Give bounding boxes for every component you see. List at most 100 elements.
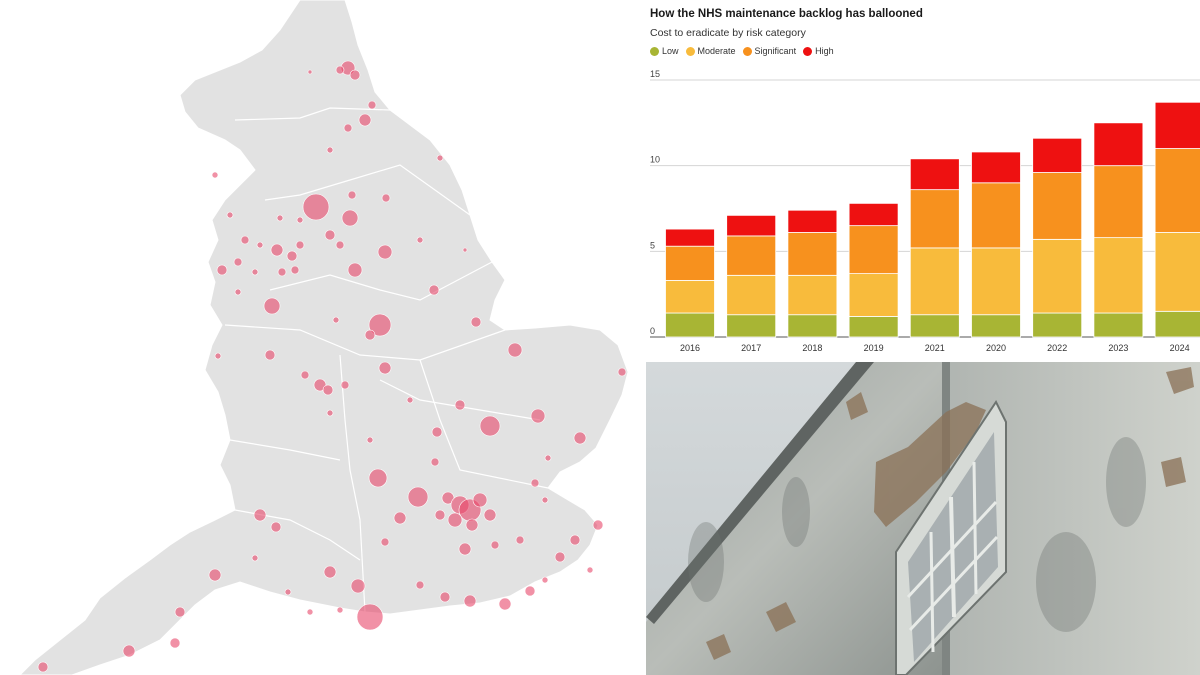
hospital-marker: [406, 396, 414, 404]
bar-segment-moderate-2024: [1154, 232, 1200, 312]
chart-subtitle: Cost to eradicate by risk category: [650, 27, 806, 39]
x-tick-label: 2022: [1047, 343, 1067, 353]
hospital-marker: [174, 606, 186, 618]
chart-legend: Low Moderate Significant High: [650, 46, 834, 56]
hospital-marker: [256, 241, 264, 249]
bar-segment-moderate-2017: [726, 274, 777, 316]
hospital-marker: [544, 454, 552, 462]
hospital-marker: [479, 415, 501, 437]
hospital-marker: [524, 585, 536, 597]
building-photo-illustration: [646, 362, 1200, 675]
hospital-marker: [416, 236, 424, 244]
hospital-marker: [439, 591, 451, 603]
legend-swatch: [742, 46, 752, 56]
hospital-marker: [270, 243, 284, 257]
hospital-marker: [234, 288, 242, 296]
hospital-marker: [368, 468, 388, 488]
bar-segment-significant-2022: [1032, 172, 1083, 240]
hospital-marker: [340, 380, 350, 390]
hospital-marker: [276, 214, 284, 222]
hospital-marker: [216, 264, 228, 276]
bar-segment-significant-2021: [909, 189, 960, 249]
hospital-marker: [349, 69, 361, 81]
hospital-marker: [37, 661, 49, 673]
hospital-marker: [251, 554, 259, 562]
hospital-marker: [264, 349, 276, 361]
building-wall-right: [946, 362, 1200, 675]
hospital-marker: [617, 367, 627, 377]
y-tick-label: 15: [650, 69, 660, 79]
hospital-marker: [498, 597, 512, 611]
bar-segment-high-2019: [848, 202, 899, 227]
hospital-marker: [335, 65, 345, 75]
legend-item-high: High: [803, 46, 834, 56]
hospital-marker: [458, 542, 472, 556]
hospital-marker: [541, 496, 549, 504]
legend-label: Low: [662, 46, 679, 56]
bar-segment-moderate-2020: [971, 247, 1021, 316]
bar-segment-high-2016: [665, 228, 715, 247]
hospital-marker: [284, 588, 292, 596]
hospital-marker: [483, 508, 497, 522]
hospital-marker: [277, 267, 287, 277]
hospital-marker: [343, 123, 353, 133]
hospital-marker: [472, 492, 488, 508]
hospital-marker: [541, 576, 549, 584]
hospital-marker: [347, 190, 357, 200]
x-tick-label: 2020: [986, 343, 1006, 353]
hospital-marker: [368, 313, 392, 337]
hospital-marker: [554, 551, 566, 563]
legend-item-significant: Significant: [742, 46, 796, 56]
x-tick-label: 2017: [741, 343, 761, 353]
hospital-marker: [313, 378, 327, 392]
hospital-marker: [381, 193, 391, 203]
hospital-marker: [507, 342, 523, 358]
hospital-marker: [169, 637, 181, 649]
bar-segment-high-2018: [787, 209, 838, 233]
hospital-marker: [332, 316, 340, 324]
y-tick-label: 10: [650, 155, 660, 165]
building-photo: [646, 362, 1200, 675]
bar-segment-high-2021: [909, 158, 960, 191]
hospital-marker: [286, 250, 298, 262]
hospital-marker: [573, 431, 587, 445]
y-tick-label: 0: [650, 326, 655, 336]
hospital-marker: [347, 262, 363, 278]
hospital-marker: [434, 509, 446, 521]
bar-segment-moderate-2022: [1032, 238, 1083, 314]
hospital-marker: [295, 240, 305, 250]
hospital-marker: [214, 352, 222, 360]
hospital-marker: [322, 384, 334, 396]
hospital-marker: [336, 606, 344, 614]
bar-segment-moderate-2019: [848, 273, 899, 317]
hospital-marker: [377, 244, 393, 260]
hospital-marker: [586, 566, 594, 574]
chart-title: How the NHS maintenance backlog has ball…: [650, 8, 923, 20]
hospital-marker: [324, 229, 336, 241]
hospital-marker: [430, 457, 440, 467]
hospital-marker: [358, 113, 372, 127]
legend-swatch: [650, 46, 659, 56]
hospital-marker: [490, 540, 500, 550]
bar-segment-moderate-2018: [787, 274, 838, 316]
chart-panel: 0 5 10 15 2016 2017 2018 2019 2021 2020 2022 2023 2…: [646, 0, 1200, 362]
legend-swatch: [803, 46, 813, 56]
legend-label: Moderate: [697, 46, 736, 56]
bar-segment-low-2021: [909, 314, 960, 338]
hospital-marker: [378, 361, 392, 375]
hospital-marker: [436, 154, 444, 162]
bar-segment-significant-2024: [1154, 148, 1200, 233]
region-borders: [224, 107, 549, 613]
bar-segment-significant-2019: [848, 225, 899, 275]
bar-segment-low-2019: [848, 316, 899, 338]
chart-bars: [665, 101, 1200, 338]
hospital-marker: [270, 521, 282, 533]
hospital-marker: [350, 578, 366, 594]
bar-segment-low-2023: [1093, 312, 1144, 338]
hospital-marker: [356, 603, 384, 631]
hospital-marker: [530, 478, 540, 488]
hospital-marker: [592, 519, 604, 531]
hospital-marker: [226, 211, 234, 219]
hospital-marker: [122, 644, 136, 658]
hospital-marker: [211, 171, 219, 179]
